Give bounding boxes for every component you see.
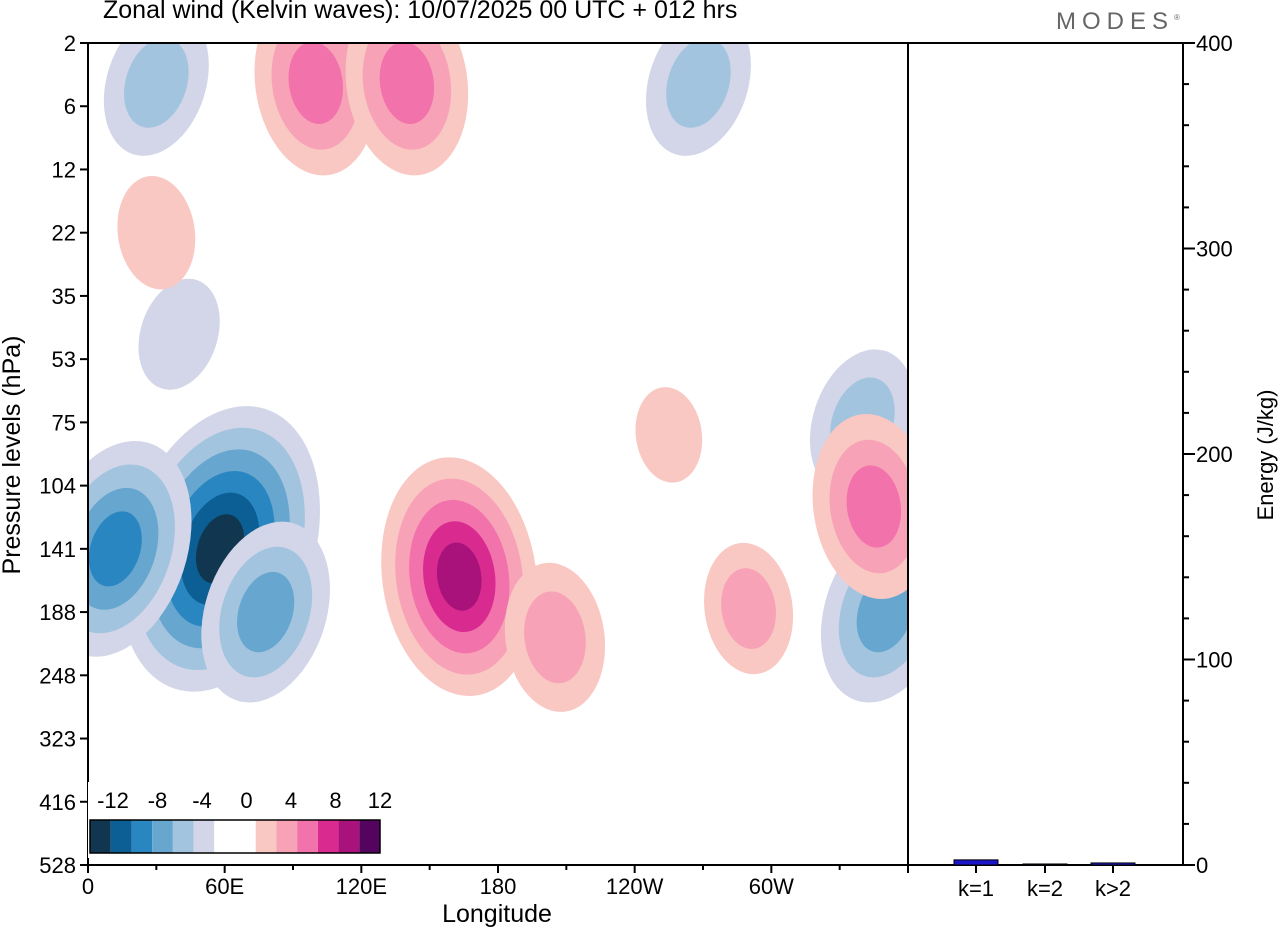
- legend-label: -8: [148, 788, 168, 813]
- contour-band: [88, 511, 142, 587]
- y-tick-label: 104: [39, 474, 76, 499]
- energy-bar: [1090, 862, 1136, 866]
- y-tick-label: 248: [39, 663, 76, 688]
- contour-band: [124, 43, 189, 128]
- y-tick-label: 6: [64, 94, 76, 119]
- energy-axis-label: Energy (J/kg): [1253, 390, 1278, 521]
- y-tick-label: 22: [52, 221, 76, 246]
- legend-swatch: [172, 820, 194, 853]
- y-tick-label: 416: [39, 790, 76, 815]
- legend-swatch: [152, 820, 173, 853]
- x-tick-label: 180: [480, 874, 517, 899]
- legend-label: -4: [192, 788, 212, 813]
- y-tick-label: 323: [39, 727, 76, 752]
- legend-swatch: [317, 820, 339, 853]
- energy-tick-label: 400: [1196, 31, 1233, 56]
- energy-category-label: k=2: [1027, 876, 1063, 901]
- contour-band: [666, 43, 731, 128]
- y-tick-label: 35: [52, 284, 76, 309]
- legend-swatch: [193, 820, 215, 853]
- legend-swatch: [235, 820, 256, 853]
- color-legend: -12 -8 -4 0 4 8 12: [88, 782, 392, 858]
- legend-label: 8: [329, 788, 341, 813]
- legend-swatch: [359, 820, 380, 853]
- energy-category-label: k>2: [1095, 876, 1131, 901]
- contour-band: [138, 278, 220, 390]
- heatmap-field: [88, 43, 908, 865]
- contour-band: [721, 568, 776, 649]
- legend-label: 4: [285, 788, 297, 813]
- x-tick-label: 120W: [606, 874, 664, 899]
- y-tick-label: 53: [52, 347, 76, 372]
- chart-title: Zonal wind (Kelvin waves): 10/07/2025 00…: [103, 0, 738, 24]
- legend-label: -12: [97, 788, 129, 813]
- energy-bar: [1022, 863, 1068, 866]
- contour-band: [524, 591, 586, 684]
- y-tick-label: 188: [39, 600, 76, 625]
- legend-swatch: [255, 820, 277, 853]
- contour-band: [635, 387, 703, 483]
- x-tick-label: 60W: [749, 874, 794, 899]
- legend-label: 12: [368, 788, 392, 813]
- contour-band: [436, 542, 482, 611]
- energy-bar: [953, 859, 999, 866]
- legend-swatch: [214, 820, 235, 853]
- contour-band: [117, 175, 196, 290]
- energy-tick-label: 300: [1196, 237, 1233, 262]
- legend-swatch: [276, 820, 298, 853]
- x-axis-label: Longitude: [442, 900, 552, 928]
- legend-label: 0: [240, 788, 252, 813]
- y-tick-label: 141: [39, 537, 76, 562]
- x-tick-label: 0: [82, 874, 94, 899]
- legend-swatch: [110, 820, 132, 853]
- energy-category-label: k=1: [958, 876, 994, 901]
- energy-tick-label: 100: [1196, 648, 1233, 673]
- energy-tick-label: 200: [1196, 442, 1233, 467]
- contour-band: [288, 43, 344, 124]
- x-tick-label: 60E: [205, 874, 244, 899]
- contour-band: [846, 465, 902, 548]
- legend-swatch: [297, 820, 318, 853]
- y-tick-label: 528: [39, 853, 76, 878]
- y-tick-label: 75: [52, 410, 76, 435]
- y-axis-label: Pressure levels (hPa): [0, 336, 26, 575]
- y-tick-label: 12: [52, 157, 76, 182]
- y-tick-label: 2: [64, 31, 76, 56]
- modes-logo: MODES®: [1056, 8, 1180, 35]
- legend-swatch: [338, 820, 360, 853]
- energy-bar-chart: 0 100 200 300 400 k=1 k=2 k>2: [908, 31, 1233, 901]
- contour-band: [379, 43, 435, 124]
- x-tick-label: 120E: [336, 874, 387, 899]
- contour-band: [237, 571, 295, 653]
- legend-swatch: [90, 820, 111, 853]
- legend-swatch: [131, 820, 153, 853]
- energy-tick-label: 0: [1196, 853, 1208, 878]
- legend-frame: [89, 819, 381, 854]
